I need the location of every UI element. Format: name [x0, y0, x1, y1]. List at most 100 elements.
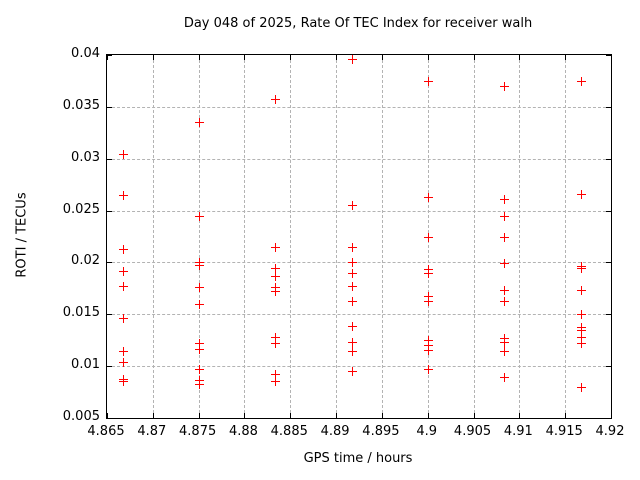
x-tick-mark: [519, 413, 521, 418]
data-point-marker: [194, 339, 204, 349]
data-point-marker: [499, 82, 509, 92]
data-point-marker: [194, 211, 204, 221]
y-tick-mark: [107, 210, 112, 212]
data-point-marker: [194, 344, 204, 354]
x-tick-label: 4.905: [453, 424, 492, 439]
data-point-marker: [576, 189, 586, 199]
x-tick-mark: [107, 413, 108, 418]
y-gridline: [107, 366, 611, 368]
x-tick-label: 4.885: [270, 424, 308, 439]
data-point-marker: [118, 357, 128, 367]
data-point-marker: [423, 268, 433, 278]
data-point-marker: [499, 232, 509, 242]
data-point-marker: [576, 286, 586, 296]
y-tick-label: 0.035: [62, 97, 100, 113]
data-point-marker: [347, 242, 357, 252]
y-tick-label: 0.005: [62, 409, 100, 424]
x-tick-label: 4.9: [416, 424, 438, 439]
data-point-marker: [423, 193, 433, 203]
data-point-marker: [423, 291, 433, 301]
data-point-marker: [118, 266, 128, 276]
y-tick-label: 0.01: [71, 357, 100, 373]
data-point-marker: [347, 55, 357, 65]
y-gridline: [107, 314, 611, 316]
data-point-marker: [347, 258, 357, 268]
x-gridline: [519, 55, 521, 418]
y-tick-label: 0.04: [71, 46, 100, 61]
data-point-marker: [118, 282, 128, 292]
x-tick-mark: [565, 413, 567, 418]
x-tick-mark: [290, 413, 292, 418]
data-point-marker: [499, 259, 509, 269]
data-point-marker: [499, 286, 509, 296]
x-tick-mark: [427, 55, 429, 60]
x-tick-label: 4.92: [595, 424, 625, 439]
data-point-marker: [347, 296, 357, 306]
data-point-marker: [194, 379, 204, 389]
x-tick-mark: [381, 55, 383, 60]
x-tick-mark: [473, 55, 475, 60]
data-point-marker: [347, 367, 357, 377]
y-tick-mark: [606, 210, 611, 212]
data-point-marker: [576, 325, 586, 335]
y-tick-mark: [606, 262, 611, 264]
data-point-marker: [423, 365, 433, 375]
x-tick-mark: [473, 413, 475, 418]
y-tick-mark: [107, 158, 112, 160]
y-tick-mark: [107, 366, 112, 368]
x-tick-mark: [336, 413, 338, 418]
x-tick-mark: [244, 413, 246, 418]
x-tick-label: 4.89: [320, 424, 350, 439]
data-point-marker: [270, 339, 280, 349]
x-gridline: [473, 55, 475, 418]
x-gridline: [565, 55, 567, 418]
y-tick-label: 0.015: [62, 305, 100, 321]
y-tick-mark: [606, 418, 611, 419]
y-tick-mark: [107, 418, 112, 419]
y-gridline: [107, 158, 611, 160]
x-tick-mark: [152, 413, 154, 418]
y-tick-mark: [107, 106, 112, 108]
x-tick-label: 4.915: [545, 424, 583, 439]
data-point-marker: [347, 282, 357, 292]
data-point-marker: [576, 76, 586, 86]
data-point-marker: [118, 244, 128, 254]
chart-title: Day 048 of 2025, Rate Of TEC Index for r…: [183, 16, 533, 31]
x-tick-mark: [519, 55, 521, 60]
x-tick-mark: [611, 55, 612, 60]
y-gridline: [107, 106, 611, 108]
x-tick-mark: [290, 55, 292, 60]
data-point-marker: [576, 339, 586, 349]
data-point-marker: [347, 346, 357, 356]
x-tick-mark: [152, 55, 154, 60]
data-point-marker: [270, 370, 280, 380]
x-tick-mark: [565, 55, 567, 60]
x-tick-label: 4.895: [362, 424, 400, 439]
x-tick-mark: [198, 413, 200, 418]
x-tick-label: 4.87: [137, 424, 167, 439]
x-tick-mark: [244, 55, 246, 60]
data-point-marker: [499, 211, 509, 221]
data-point-marker: [118, 191, 128, 200]
x-gridline: [198, 55, 200, 418]
x-tick-mark: [336, 55, 338, 60]
data-point-marker: [270, 94, 280, 104]
data-point-marker: [423, 76, 433, 86]
data-point-marker: [194, 283, 204, 293]
data-point-marker: [118, 149, 128, 159]
x-gridline: [336, 55, 338, 418]
data-point-marker: [499, 346, 509, 356]
data-point-marker: [423, 296, 433, 306]
x-tick-mark: [107, 55, 108, 60]
data-point-marker: [499, 296, 509, 306]
x-tick-mark: [611, 413, 612, 418]
data-point-marker: [194, 365, 204, 375]
y-tick-mark: [107, 262, 112, 264]
y-tick-mark: [606, 106, 611, 108]
data-point-marker: [270, 263, 280, 273]
x-tick-label: 4.91: [503, 424, 533, 439]
x-gridline: [290, 55, 292, 418]
data-point-marker: [270, 287, 280, 297]
data-point-marker: [576, 263, 586, 273]
y-tick-mark: [606, 366, 611, 368]
